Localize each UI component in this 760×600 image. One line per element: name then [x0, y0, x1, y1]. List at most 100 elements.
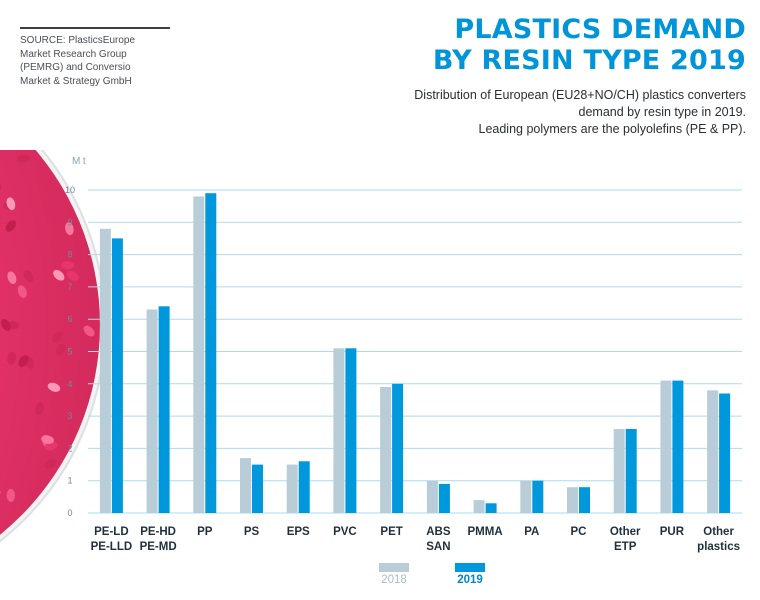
legend-swatch-2019 — [455, 563, 485, 572]
pellet — [66, 270, 79, 281]
bar-2019 — [532, 480, 544, 513]
y-tick-label: 7 — [67, 282, 72, 292]
legend-item-2018: 2018 — [376, 563, 412, 586]
bar-2018 — [613, 429, 625, 513]
plastic-pellets-image — [0, 150, 106, 543]
bar-chart: 0 1 2 3 4 5 6 7 8 9 10 PE-LD PE-LLD PE-HD PE-MD PP PS EP… — [0, 150, 742, 553]
x-tick-label: PVC — [333, 526, 357, 538]
pellet — [16, 154, 30, 163]
pellet — [17, 285, 27, 298]
bar-2019 — [111, 238, 123, 513]
pellet — [6, 488, 16, 502]
bars — [99, 193, 731, 514]
source-line: Market Research Group — [20, 48, 127, 60]
y-tick-label: 9 — [67, 217, 72, 227]
bar-2018 — [146, 309, 158, 513]
pellet — [23, 270, 34, 283]
y-axis-ticks: 0 1 2 3 4 5 6 7 8 9 10 — [65, 185, 75, 518]
legend-label-2019: 2019 — [457, 574, 483, 586]
x-tick-label: PMMA — [468, 526, 503, 538]
y-tick-label: 8 — [67, 250, 72, 260]
pellet — [7, 351, 16, 365]
pellet — [18, 355, 29, 367]
x-tick-label: PE-HD PE-MD — [140, 526, 177, 553]
title-line: BY RESIN TYPE 2019 — [432, 45, 746, 76]
x-tick-label: PS — [244, 526, 260, 538]
bar-2018 — [193, 196, 205, 513]
bar-2018 — [567, 487, 578, 513]
page-title: PLASTICS DEMAND BY RESIN TYPE 2019 — [433, 14, 746, 76]
pellet — [7, 271, 17, 284]
legend: 2018 2019 — [0, 563, 760, 593]
bar-2019 — [158, 306, 170, 513]
bar-2018 — [707, 390, 719, 513]
y-tick-label: 6 — [67, 314, 72, 324]
subtitle-line: Distribution of European (EU28+NO/CH) pl… — [414, 88, 746, 102]
bar-2018 — [660, 380, 672, 513]
y-tick-label: 5 — [67, 347, 72, 357]
x-tick-label: Other plastics — [697, 526, 740, 553]
x-tick-label: PA — [524, 526, 539, 538]
bar-2019 — [485, 503, 497, 513]
pellet — [47, 382, 61, 392]
bar-2019 — [719, 393, 731, 513]
x-tick-label: PC — [571, 526, 587, 538]
bar-2018 — [520, 480, 532, 513]
y-tick-label: 0 — [67, 508, 72, 518]
pellet — [41, 435, 55, 444]
x-tick-label: EPS — [287, 526, 310, 538]
pellet — [0, 319, 11, 331]
bar-2018 — [473, 500, 485, 513]
legend-item-2019: 2019 — [452, 563, 488, 586]
pellet — [6, 197, 16, 211]
x-tick-label: ABS SAN — [426, 526, 451, 553]
bar-2019 — [625, 429, 637, 513]
pellet — [5, 220, 16, 232]
bar-2019 — [672, 380, 684, 513]
title-line: PLASTICS DEMAND — [454, 14, 746, 45]
x-axis-labels: PE-LD PE-LLD PE-HD PE-MD PP PS EPS PVC PET ABS SAN… — [91, 526, 740, 553]
bar-2019 — [438, 483, 450, 513]
bar-2019 — [579, 487, 590, 513]
bar-2018 — [99, 228, 111, 514]
y-tick-label: 2 — [67, 443, 72, 453]
y-tick-label: 1 — [67, 476, 72, 486]
x-tick-label: PE-LD PE-LLD — [91, 526, 133, 553]
source-line: Market & Strategy GmbH — [20, 75, 132, 87]
legend-swatch-2018 — [379, 563, 409, 572]
bar-2019 — [252, 464, 263, 513]
y-tick-label: 4 — [67, 379, 72, 389]
y-tick-label: 3 — [67, 411, 72, 421]
bar-2018 — [426, 480, 438, 513]
source-line: SOURCE: PlasticsEurope — [20, 35, 136, 46]
page-subtitle: Distribution of European (EU28+NO/CH) pl… — [414, 87, 746, 138]
pellet — [53, 269, 65, 281]
x-tick-label: PUR — [660, 526, 685, 538]
source-note: SOURCE: PlasticsEurope Market Research G… — [20, 34, 180, 88]
pellet — [55, 343, 67, 356]
bar-2019 — [392, 383, 404, 513]
subtitle-line: demand by resin type in 2019. — [578, 105, 746, 119]
bar-2019 — [298, 461, 310, 513]
x-tick-label: PET — [380, 526, 402, 538]
pellet — [35, 402, 44, 416]
pellet — [52, 331, 63, 343]
y-axis-unit-label: Mt — [72, 156, 88, 167]
bar-2018 — [333, 348, 345, 513]
bar-2018 — [240, 458, 251, 513]
pellet-pile — [0, 150, 100, 535]
pellet — [61, 261, 75, 270]
bar-2018 — [286, 464, 298, 513]
gridlines — [88, 189, 742, 514]
pellet — [44, 459, 57, 469]
subtitle-line: Leading polymers are the polyolefins (PE… — [478, 122, 747, 136]
x-tick-label: Other ETP — [610, 526, 641, 553]
bar-2018 — [380, 387, 392, 513]
source-rule — [20, 27, 170, 29]
bar-2019 — [345, 348, 357, 513]
x-tick-label: PP — [197, 526, 213, 538]
y-tick-label: 10 — [65, 185, 75, 195]
source-line: (PEMRG) and Conversio — [20, 62, 131, 73]
bar-2019 — [205, 193, 217, 513]
legend-label-2018: 2018 — [381, 574, 407, 586]
